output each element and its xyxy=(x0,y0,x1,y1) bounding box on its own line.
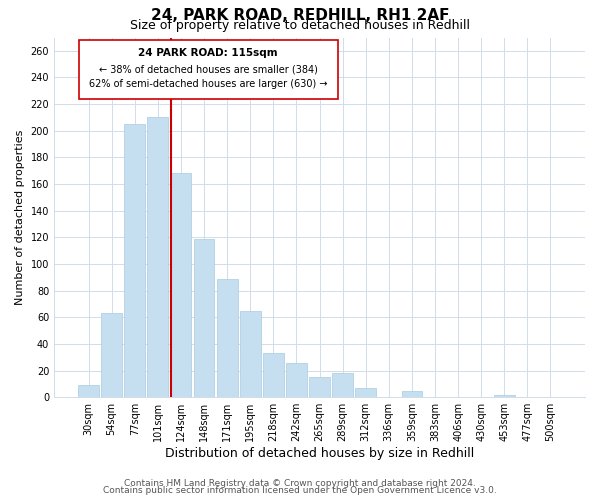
Bar xyxy=(263,353,284,397)
Bar xyxy=(309,377,330,397)
Bar xyxy=(332,373,353,397)
FancyBboxPatch shape xyxy=(79,40,338,99)
Bar xyxy=(78,385,99,397)
Text: 24, PARK ROAD, REDHILL, RH1 2AF: 24, PARK ROAD, REDHILL, RH1 2AF xyxy=(151,8,449,22)
Text: Size of property relative to detached houses in Redhill: Size of property relative to detached ho… xyxy=(130,18,470,32)
Bar xyxy=(494,394,515,397)
Bar xyxy=(286,362,307,397)
Bar xyxy=(194,238,214,397)
Bar xyxy=(170,174,191,397)
Text: Contains public sector information licensed under the Open Government Licence v3: Contains public sector information licen… xyxy=(103,486,497,495)
Bar xyxy=(148,118,168,397)
Text: ← 38% of detached houses are smaller (384): ← 38% of detached houses are smaller (38… xyxy=(99,64,317,74)
Bar xyxy=(101,314,122,397)
Bar xyxy=(240,310,260,397)
Text: 24 PARK ROAD: 115sqm: 24 PARK ROAD: 115sqm xyxy=(139,48,278,58)
Y-axis label: Number of detached properties: Number of detached properties xyxy=(15,130,25,305)
X-axis label: Distribution of detached houses by size in Redhill: Distribution of detached houses by size … xyxy=(165,447,474,460)
Bar xyxy=(401,390,422,397)
Text: Contains HM Land Registry data © Crown copyright and database right 2024.: Contains HM Land Registry data © Crown c… xyxy=(124,478,476,488)
Bar xyxy=(124,124,145,397)
Bar xyxy=(217,278,238,397)
Text: 62% of semi-detached houses are larger (630) →: 62% of semi-detached houses are larger (… xyxy=(89,79,328,89)
Bar xyxy=(355,388,376,397)
